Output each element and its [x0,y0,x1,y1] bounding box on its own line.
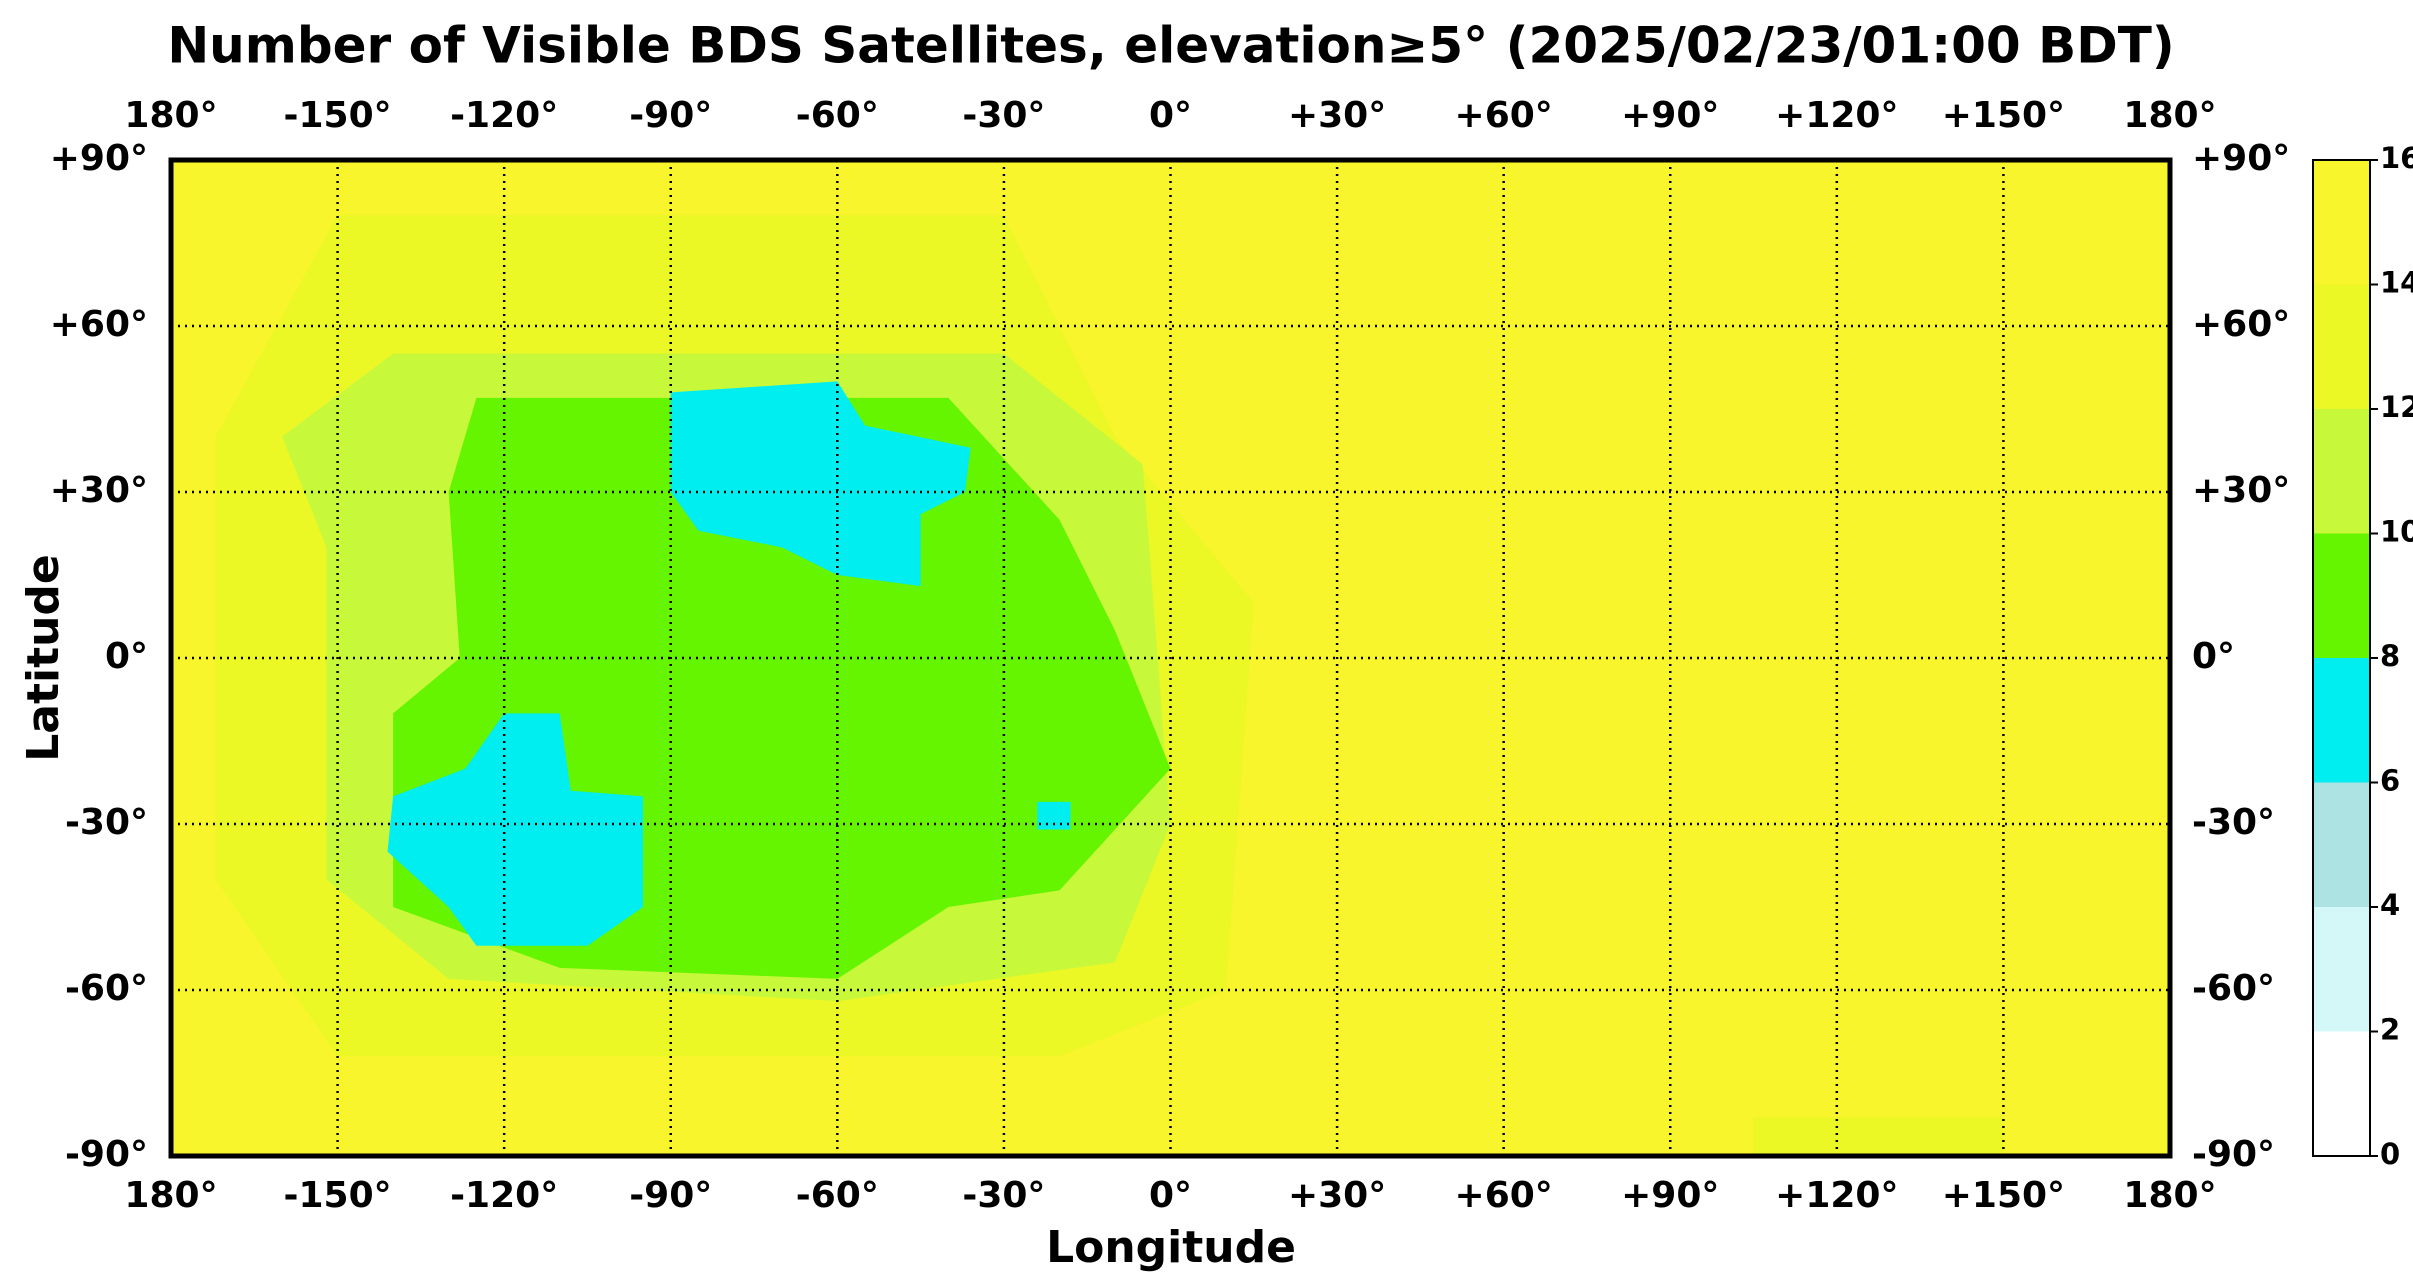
y-tick-label: +30° [50,470,148,511]
colorbar-segment [2313,533,2370,658]
x-tick-label: -120° [450,1175,558,1216]
x-tick-label: +120° [1775,1175,1898,1216]
chart-title: Number of Visible BDS Satellites, elevat… [167,17,2174,75]
x-tick-label: +30° [1288,95,1386,136]
y-tick-label: 0° [105,636,148,677]
region [1753,1117,2004,1156]
x-tick-label: -120° [450,95,558,136]
colorbar-segment [2313,409,2370,534]
y-tick-label: -90° [65,1134,148,1175]
y-tick-label: -60° [65,968,148,1009]
colorbar-tick-label: 12 [2380,390,2413,424]
region [1037,801,1071,830]
colorbar-tick-label: 16 [2380,141,2413,175]
colorbar-tick-label: 0 [2380,1137,2400,1171]
x-tick-label: 180° [2123,1175,2216,1216]
x-axis-label: Longitude [1046,1222,1296,1273]
x-tick-label: -60° [796,95,879,136]
x-tick-label: +150° [1942,1175,2065,1216]
colorbar-segment [2313,658,2370,783]
region [670,381,971,587]
colorbar-segment [2313,1031,2370,1156]
x-tick-label: +150° [1942,95,2065,136]
region [387,713,643,946]
y-tick-label: -60° [2192,968,2275,1009]
x-tick-label: 180° [2123,95,2216,136]
colorbar-segment [2313,907,2370,1032]
x-tick-label: 0° [1149,95,1192,136]
y-tick-label: -30° [65,802,148,843]
map-frame [168,157,2173,1159]
y-tick-label: +90° [2192,138,2290,179]
colorbar-tick-label: 14 [2380,266,2413,300]
x-tick-label: 180° [124,95,217,136]
x-tick-label: 0° [1149,1175,1192,1216]
x-tick-label: -90° [629,95,712,136]
y-axis-label: Latitude [18,554,69,762]
y-tick-label: +60° [50,304,148,345]
colorbar-tick-label: 6 [2380,764,2400,798]
colorbar-segment [2313,782,2370,907]
y-tick-label: +30° [2192,470,2290,511]
y-tick-label: 0° [2192,636,2235,677]
x-tick-label: -30° [962,95,1045,136]
x-tick-label: +60° [1455,95,1553,136]
x-tick-label: 180° [124,1175,217,1216]
colorbar-segment [2313,284,2370,409]
x-tick-label: -60° [796,1175,879,1216]
x-tick-label: +60° [1455,1175,1553,1216]
colorbar-tick-label: 4 [2380,888,2400,922]
colorbar-tick-label: 8 [2380,639,2400,673]
colorbar-segment [2313,160,2370,285]
x-tick-label: +90° [1621,1175,1719,1216]
colorbar-tick-label: 2 [2380,1013,2400,1047]
y-tick-label: -30° [2192,802,2275,843]
y-tick-label: -90° [2192,1134,2275,1175]
x-tick-label: -30° [962,1175,1045,1216]
x-tick-label: -150° [284,1175,392,1216]
colorbar-tick-label: 10 [2380,515,2413,549]
x-tick-label: -150° [284,95,392,136]
x-tick-label: -90° [629,1175,712,1216]
x-tick-label: +120° [1775,95,1898,136]
x-tick-label: +90° [1621,95,1719,136]
y-tick-label: +60° [2192,304,2290,345]
y-tick-label: +90° [50,138,148,179]
x-tick-label: +30° [1288,1175,1386,1216]
